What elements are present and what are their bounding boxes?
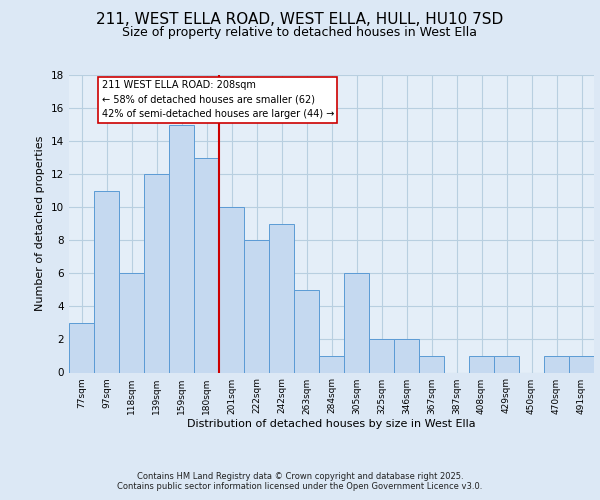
Bar	[219, 207, 244, 372]
Bar	[244, 240, 269, 372]
Text: Size of property relative to detached houses in West Ella: Size of property relative to detached ho…	[122, 26, 478, 39]
Bar	[69, 323, 94, 372]
Bar	[569, 356, 594, 372]
Text: Contains HM Land Registry data © Crown copyright and database right 2025.: Contains HM Land Registry data © Crown c…	[137, 472, 463, 481]
Bar	[294, 290, 319, 372]
Bar	[94, 190, 119, 372]
Bar	[269, 224, 294, 372]
X-axis label: Distribution of detached houses by size in West Ella: Distribution of detached houses by size …	[187, 420, 476, 430]
Bar	[194, 158, 219, 372]
Bar	[544, 356, 569, 372]
Text: Contains public sector information licensed under the Open Government Licence v3: Contains public sector information licen…	[118, 482, 482, 491]
Bar	[344, 274, 369, 372]
Bar	[169, 124, 194, 372]
Text: 211, WEST ELLA ROAD, WEST ELLA, HULL, HU10 7SD: 211, WEST ELLA ROAD, WEST ELLA, HULL, HU…	[97, 12, 503, 28]
Bar	[494, 356, 519, 372]
Bar	[469, 356, 494, 372]
Bar	[394, 340, 419, 372]
Text: 211 WEST ELLA ROAD: 208sqm
← 58% of detached houses are smaller (62)
42% of semi: 211 WEST ELLA ROAD: 208sqm ← 58% of deta…	[101, 80, 334, 119]
Bar	[419, 356, 444, 372]
Bar	[369, 340, 394, 372]
Bar	[319, 356, 344, 372]
Bar	[119, 274, 144, 372]
Bar	[144, 174, 169, 372]
Y-axis label: Number of detached properties: Number of detached properties	[35, 136, 46, 312]
